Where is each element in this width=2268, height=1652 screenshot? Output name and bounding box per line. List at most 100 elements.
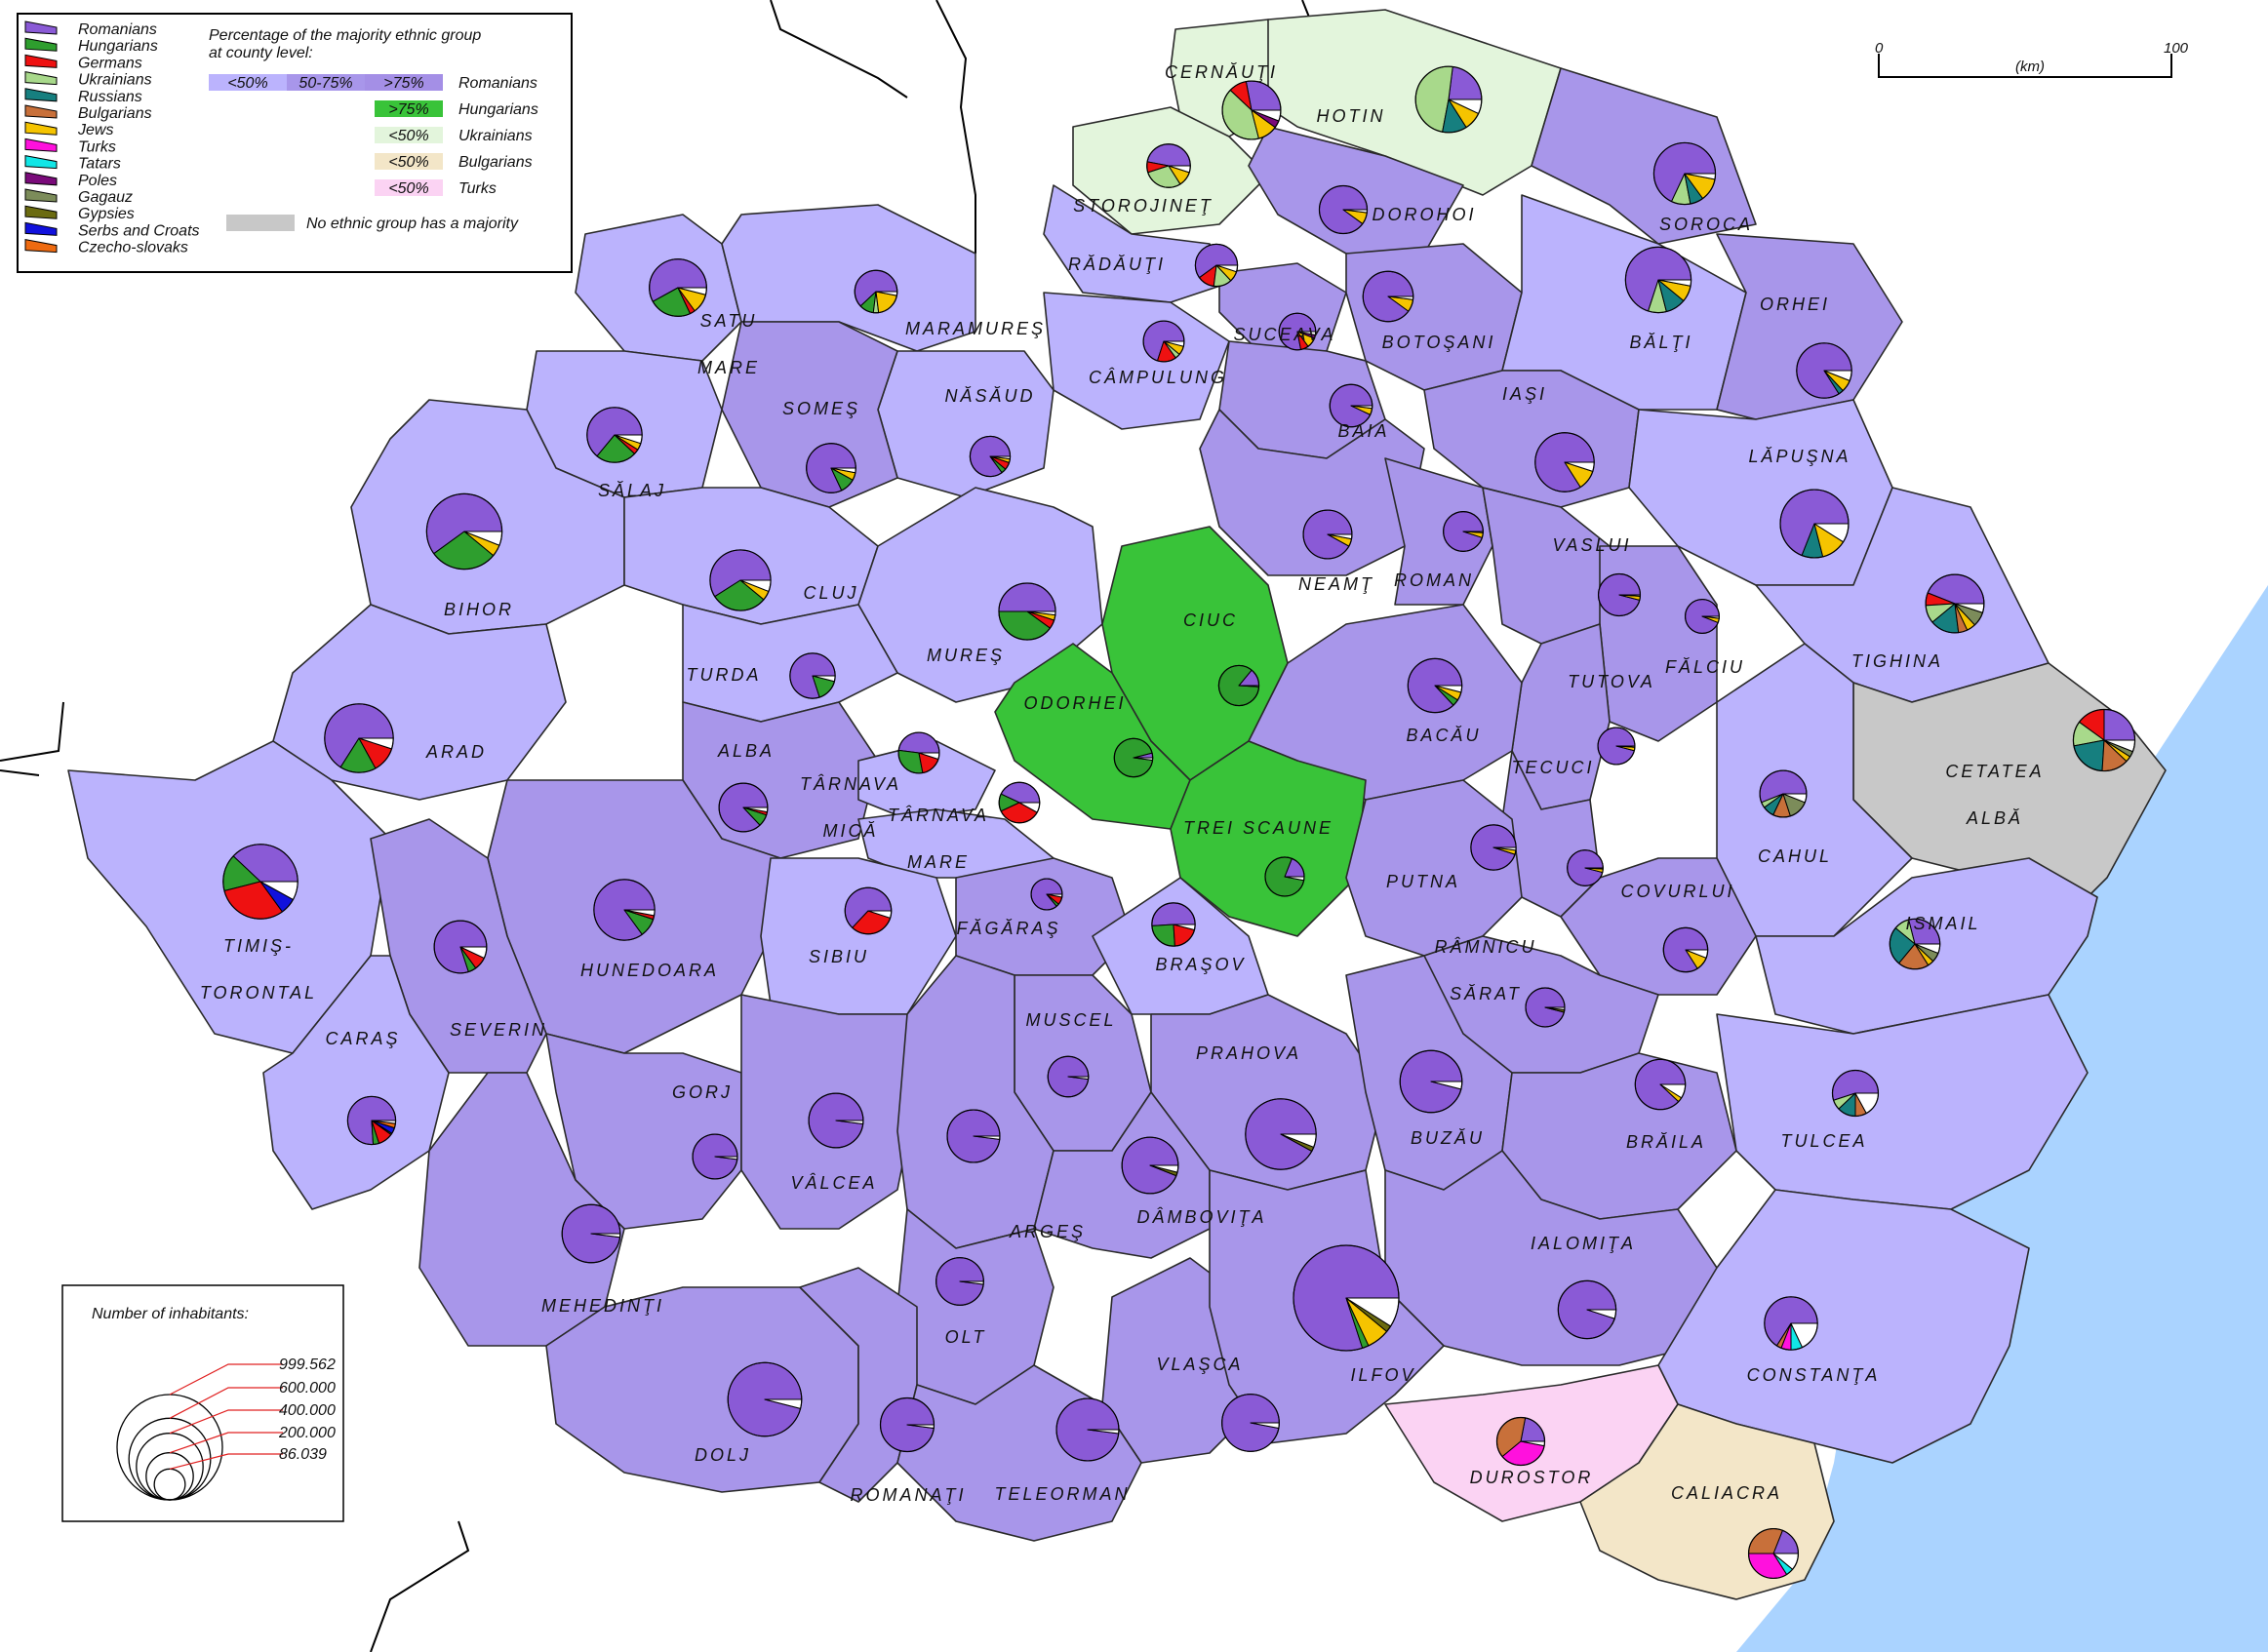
pie-tutova xyxy=(1597,727,1636,766)
swatch-bg-low xyxy=(375,153,443,170)
swatch-ro-mid-label: 50-75% xyxy=(298,75,352,92)
pie-outline xyxy=(1121,1136,1179,1195)
pie-outline xyxy=(1779,489,1850,559)
pie-soroca xyxy=(1652,141,1717,206)
county-label-cluj: CLUJ xyxy=(803,583,858,603)
county-label-tarnava-mare: TÂRNAVA xyxy=(888,806,989,825)
pie-outline xyxy=(969,435,1012,478)
swatch-bg-low-label: <50% xyxy=(388,154,428,171)
scale-unit: (km) xyxy=(2015,59,2045,75)
pie-outline xyxy=(1652,141,1717,206)
population-leader xyxy=(169,1432,283,1454)
pie-outline xyxy=(1597,572,1642,617)
majority-group-label: Hungarians xyxy=(458,101,538,118)
pie-buzau xyxy=(1399,1049,1463,1114)
pie-romanati xyxy=(879,1396,935,1453)
pie-gorj xyxy=(692,1133,738,1180)
pie-outline xyxy=(1217,664,1260,707)
county-label-satu-mare: MARE xyxy=(697,358,760,377)
pie-outline xyxy=(1278,312,1317,351)
swatch-ro-mid xyxy=(287,74,365,91)
population-leader xyxy=(169,1363,283,1396)
majority-group-label: Ukrainians xyxy=(458,128,533,144)
swatch-ro-low xyxy=(209,74,287,91)
pie-fagaras xyxy=(1030,878,1063,911)
pie-outline xyxy=(433,920,488,974)
county-label-salaj: SĂLAJ xyxy=(598,481,666,500)
pie-outline xyxy=(1624,246,1692,314)
county-label-tecuci: TECUCI xyxy=(1512,758,1595,777)
pie-outline xyxy=(879,1396,935,1453)
pie-outline xyxy=(1055,1397,1120,1462)
pie-covurlui xyxy=(1662,926,1709,973)
county-label-tarnava-mica: TÂRNAVA xyxy=(800,774,901,794)
pies-layer xyxy=(222,65,2136,1580)
pie-outline xyxy=(1534,432,1595,492)
majority-group-label: Turks xyxy=(458,180,497,197)
legend-swatch xyxy=(24,238,58,254)
scale-end: 100 xyxy=(2164,40,2189,57)
county-label-campulung: CÂMPULUNG xyxy=(1089,368,1227,387)
pie-outline xyxy=(692,1133,738,1180)
legend-swatch xyxy=(24,70,58,86)
pie-tulcea xyxy=(1831,1069,1880,1118)
county-vaslui xyxy=(1482,487,1611,645)
pie-outline xyxy=(324,703,394,773)
pie-outline xyxy=(1318,184,1369,235)
pie-durostor xyxy=(1495,1416,1546,1467)
pie-outline xyxy=(1634,1058,1687,1111)
pie-nasaud xyxy=(969,435,1012,478)
legend-swatch xyxy=(24,188,58,203)
pie-roman xyxy=(1443,511,1484,552)
legend-items: RomaniansHungariansGermansUkrainiansRuss… xyxy=(24,20,200,256)
pie-outline xyxy=(808,1092,864,1149)
pie-outline xyxy=(935,1257,984,1306)
county-label-prahova: PRAHOVA xyxy=(1196,1043,1301,1063)
pie-outline xyxy=(1047,1055,1090,1098)
legend-swatch xyxy=(24,172,58,186)
legend-swatch xyxy=(24,37,58,52)
county-label-mures: MUREŞ xyxy=(927,646,1005,665)
pie-outline xyxy=(1329,383,1373,428)
pie-timis-torontal xyxy=(222,844,298,920)
population-leader xyxy=(169,1453,283,1470)
pie-outline xyxy=(1759,769,1808,818)
pie-cernauti xyxy=(1221,80,1282,140)
pie-satu-mare xyxy=(649,258,707,317)
pie-vlasca xyxy=(1221,1394,1280,1452)
pie-outline xyxy=(1362,270,1414,323)
pie-sibiu xyxy=(844,886,893,935)
pie-suceava xyxy=(1278,312,1317,351)
pie-outline xyxy=(946,1109,1001,1163)
population-legend: Number of inhabitants: 999.562 600.000 400… xyxy=(61,1284,344,1522)
pie-arges xyxy=(946,1109,1001,1163)
pie-severin xyxy=(433,920,488,974)
pie-salaj xyxy=(586,407,643,463)
pie-storojinet xyxy=(1146,143,1191,188)
pie-baia xyxy=(1329,383,1373,428)
pie-outline xyxy=(1684,598,1721,635)
pie-outline xyxy=(561,1203,621,1264)
swatch-ro-high xyxy=(365,74,443,91)
pie-radauti xyxy=(1194,243,1239,288)
county-label-bacau: BACĂU xyxy=(1406,726,1481,745)
county-tarnava-mica xyxy=(857,740,996,820)
swatch-ro-high-label: >75% xyxy=(383,75,423,92)
population-circle xyxy=(153,1468,186,1501)
county-label-ialomita: IALOMIŢA xyxy=(1531,1234,1636,1253)
pie-dambovita xyxy=(1121,1136,1179,1195)
pie-caliacra xyxy=(1747,1527,1800,1580)
pie-outline xyxy=(2072,708,2136,772)
pie-cluj xyxy=(709,549,772,611)
pie-ialomita xyxy=(1557,1279,1617,1340)
county-label-nasaud: NĂSĂUD xyxy=(944,386,1035,406)
majority-group-label: Bulgarians xyxy=(458,154,533,171)
county-label-satu-mare: SATU xyxy=(700,311,758,331)
pie-trei-scaune xyxy=(1264,856,1305,897)
county-campulung xyxy=(1043,292,1230,430)
county-label-durostor: DUROSTOR xyxy=(1470,1468,1594,1487)
swatch-hu-high-label: >75% xyxy=(388,101,428,118)
swatch-tr-low xyxy=(375,179,443,196)
county-tulcea xyxy=(1716,994,2089,1210)
